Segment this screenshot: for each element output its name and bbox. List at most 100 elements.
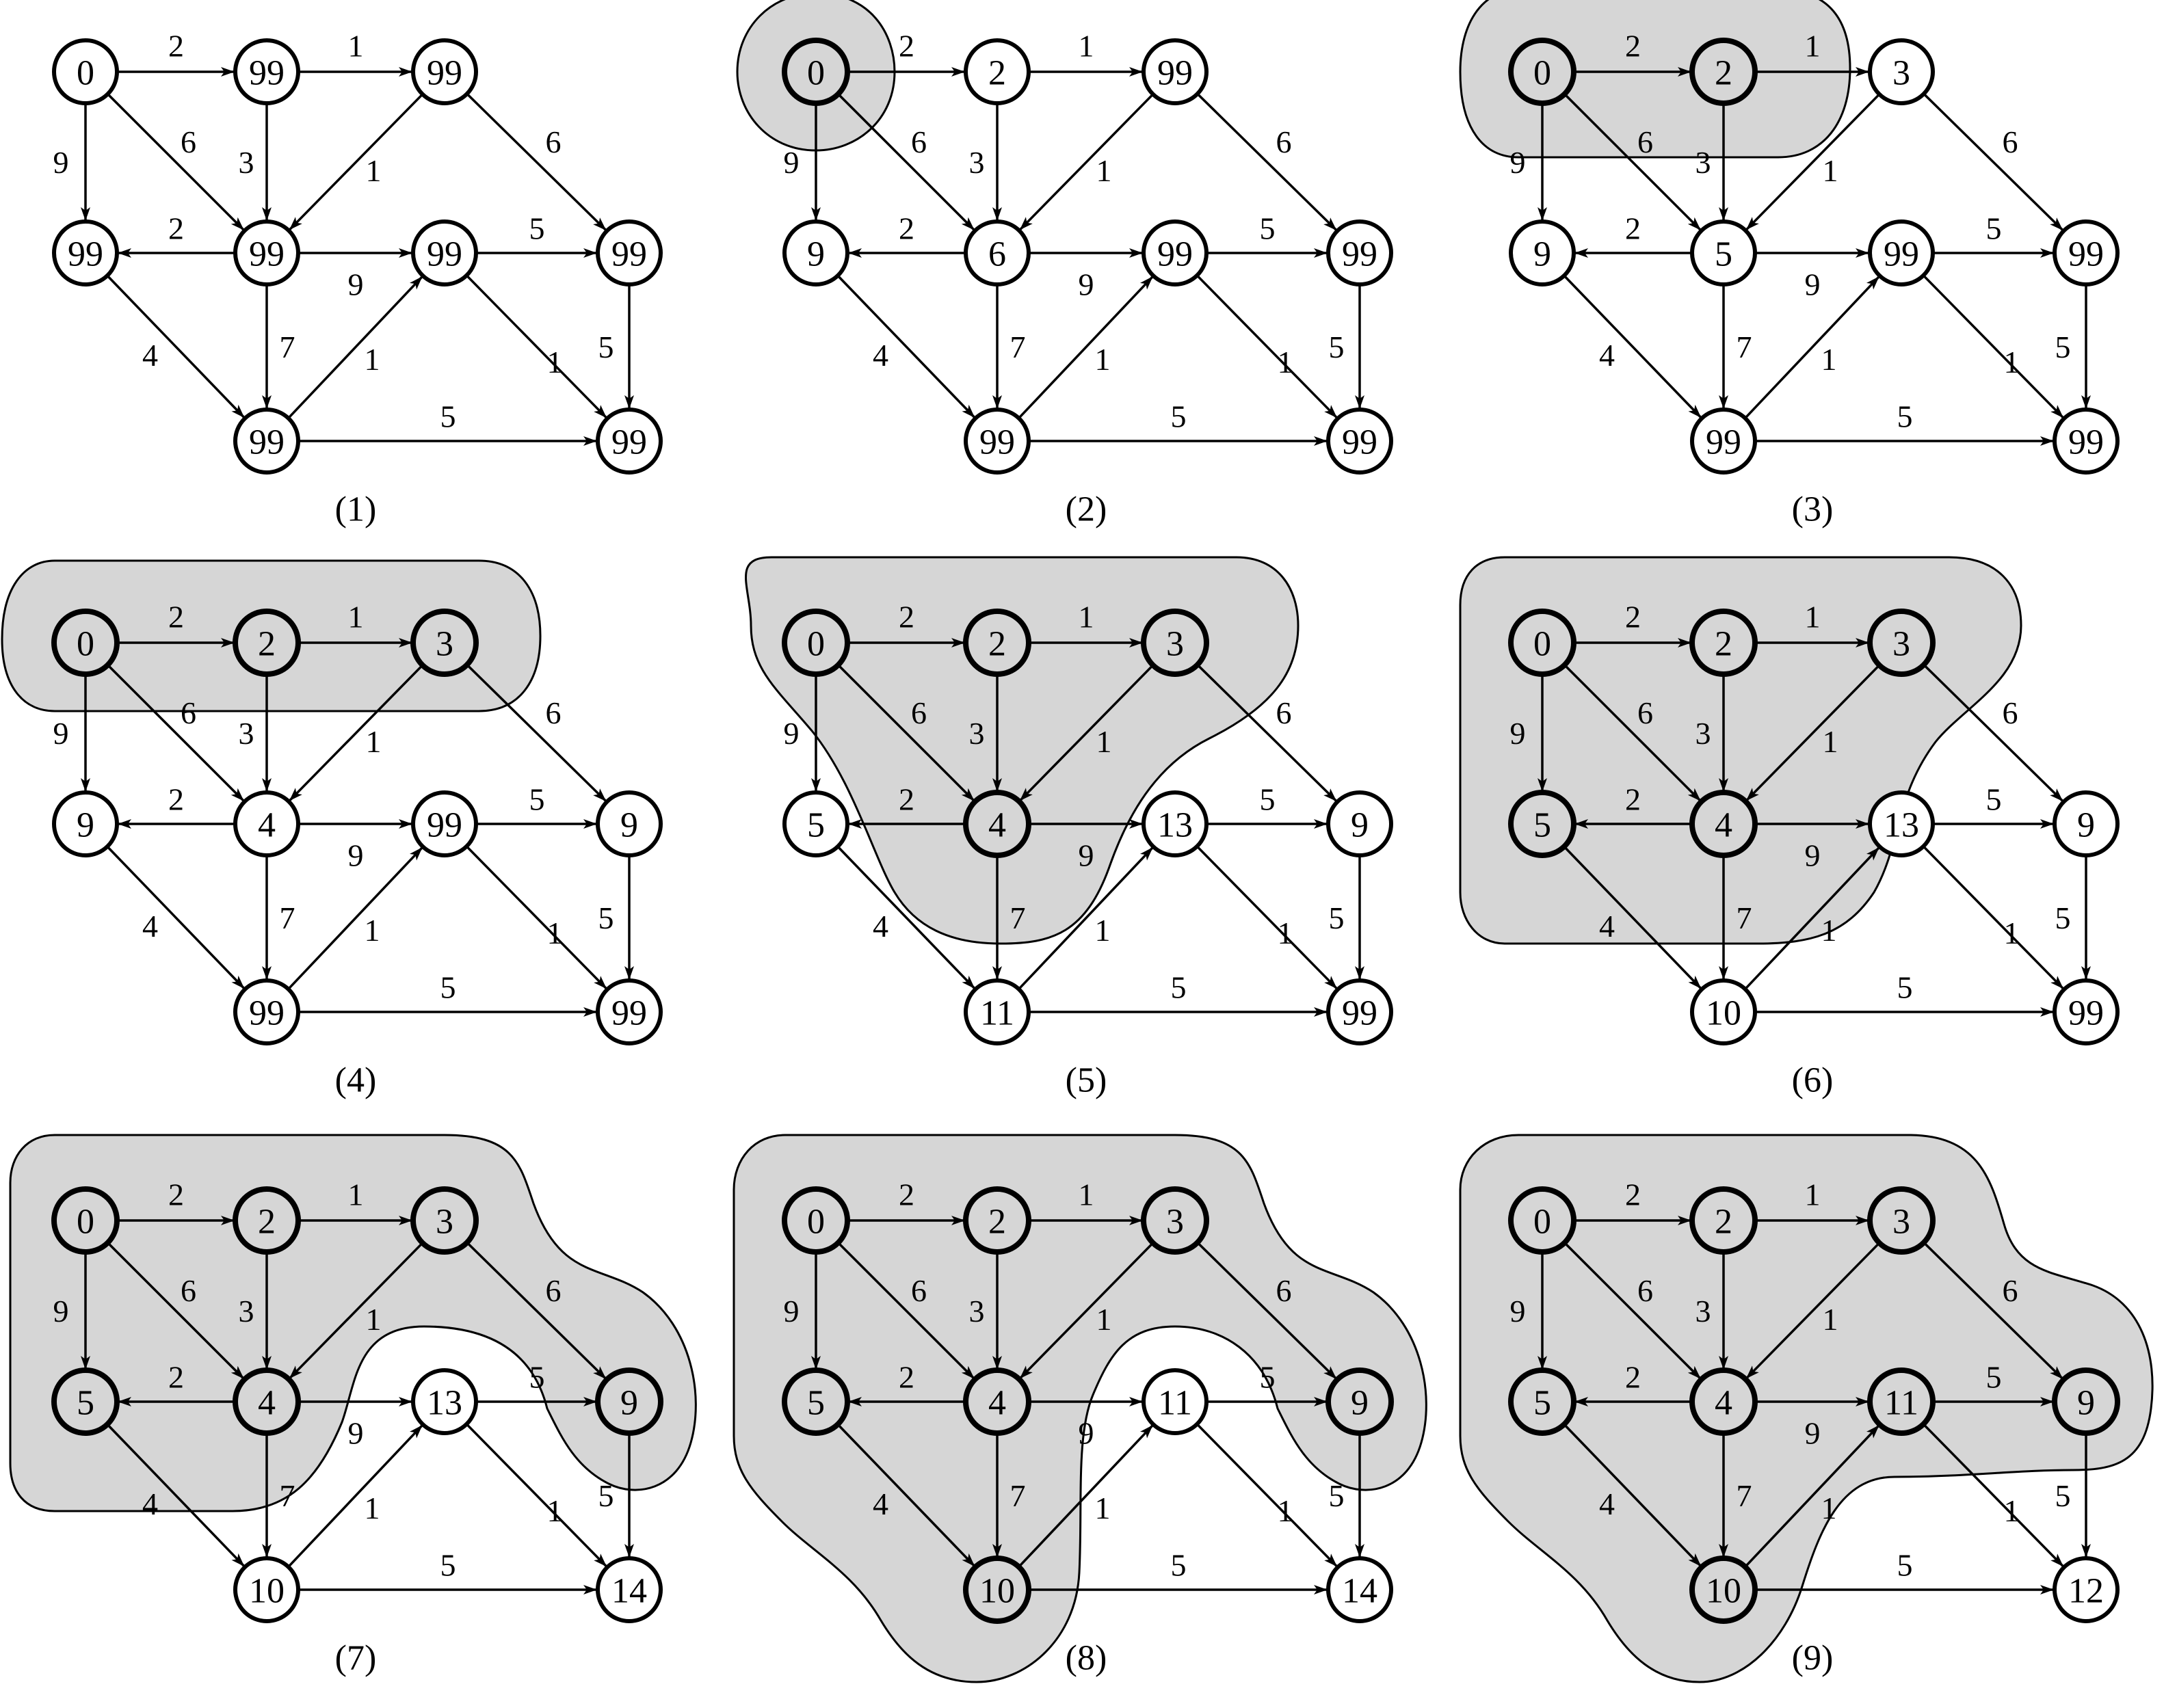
- edge-weight-label: 5: [1329, 900, 1345, 935]
- graph-node: [964, 38, 1031, 105]
- edge-weight-label: 4: [1599, 909, 1615, 944]
- edge-weight-label: 1: [1278, 1493, 1293, 1528]
- edge-weight-label: 2: [168, 1177, 184, 1212]
- graph-node: [1142, 38, 1209, 105]
- graph-node: [596, 790, 663, 857]
- node-distance-label: 5: [807, 1384, 825, 1423]
- edge-weight-label: 2: [1625, 29, 1641, 64]
- visited-node: [233, 609, 301, 677]
- panel-step-3: 2 1 9 6 3 1 6 2 9 5 7 4 1 1 5 5 0 2 3 9 5 99 99 99 99 (3): [1459, 0, 2120, 529]
- edge-weight-label: 1: [2004, 345, 2020, 379]
- graph-node: [2053, 978, 2120, 1045]
- edge-weight-label: 6: [181, 695, 196, 730]
- edge-0-4: [837, 93, 975, 231]
- node-distance-label: 99: [249, 423, 285, 462]
- edge-7-5: [1018, 276, 1154, 419]
- edge-weight-label: 4: [873, 1486, 888, 1521]
- node-distance-label: 10: [249, 1572, 285, 1611]
- edge-weight-label: 1: [1823, 724, 1838, 759]
- edge-weight-label: 3: [239, 716, 254, 751]
- edge-2-4: [289, 1242, 424, 1379]
- edge-5-8: [465, 274, 607, 418]
- edge-weight-label: 5: [1986, 1360, 2002, 1395]
- visited-node: [1689, 609, 1758, 677]
- panel-caption: (3): [1792, 490, 1834, 529]
- edge-weight-label: 1: [1278, 916, 1293, 950]
- edge-weight-label: 6: [181, 1273, 196, 1308]
- node-distance-label: 99: [1342, 235, 1377, 274]
- edge-3-7: [836, 1423, 975, 1567]
- edge-weight-label: 6: [2003, 1273, 2018, 1308]
- node-distance-label: 10: [1706, 1572, 1741, 1611]
- edge-weight-label: 1: [1095, 1491, 1111, 1525]
- panel-caption: (6): [1792, 1061, 1834, 1100]
- edge-5-8: [1922, 845, 2064, 989]
- edge-weight-label: 5: [2055, 1478, 2071, 1513]
- edge-weight-label: 2: [899, 1177, 914, 1212]
- edge-weight-label: 1: [1821, 342, 1837, 377]
- edge-weight-label: 6: [911, 695, 927, 730]
- node-distance-label: 99: [2068, 994, 2104, 1033]
- node-distance-label: 99: [1884, 235, 1919, 274]
- edge-weight-label: 4: [873, 909, 888, 944]
- visited-node: [233, 1186, 301, 1255]
- graph-node: [411, 219, 478, 286]
- node-distance-label: 0: [77, 1203, 94, 1242]
- edge-weight-label: 9: [53, 145, 69, 180]
- visited-node: [595, 1367, 663, 1436]
- graph-node: [1326, 219, 1393, 286]
- edge-weight-label: 9: [348, 267, 364, 302]
- edge-weight-label: 6: [1637, 695, 1653, 730]
- node-distance-label: 14: [1342, 1572, 1377, 1611]
- edge-weight-label: 6: [1637, 124, 1653, 159]
- panel-caption: (8): [1066, 1639, 1107, 1678]
- graph-node: [1326, 790, 1393, 857]
- edge-5-8: [1196, 274, 1338, 418]
- edge-weight-label: 3: [1695, 716, 1711, 751]
- node-distance-label: 0: [807, 625, 825, 664]
- edge-weight-label: 6: [1276, 695, 1292, 730]
- edge-2-6: [1196, 663, 1337, 802]
- node-distance-label: 99: [249, 994, 285, 1033]
- edge-7-5: [1744, 276, 1880, 419]
- node-distance-label: 9: [2077, 1384, 2095, 1423]
- edge-weight-label: 3: [239, 1294, 254, 1329]
- visited-node: [1867, 1367, 1936, 1436]
- edge-weight-label: 6: [546, 124, 562, 159]
- edge-weight-label: 1: [1278, 345, 1293, 379]
- node-distance-label: 2: [988, 1203, 1006, 1242]
- visited-region: [733, 1134, 1427, 1683]
- graph-node: [1868, 38, 1935, 105]
- graph-node: [233, 38, 300, 105]
- edge-weight-label: 2: [899, 211, 914, 246]
- edge-weight-label: 5: [1260, 1360, 1276, 1395]
- visited-region: [1459, 1134, 2154, 1683]
- edge-weight-label: 1: [1823, 1302, 1838, 1337]
- edge-weight-label: 3: [1695, 1294, 1711, 1329]
- edge-2-6: [1923, 663, 2063, 802]
- visited-node: [1141, 1186, 1209, 1255]
- edge-weight-label: 5: [529, 211, 545, 246]
- edge-weight-label: 3: [239, 145, 254, 180]
- edge-2-4: [1019, 664, 1154, 801]
- graph-node: [964, 408, 1031, 475]
- panel-caption: (4): [335, 1061, 377, 1100]
- edge-weight-label: 1: [2004, 916, 2020, 950]
- edge-weight-label: 1: [1821, 1491, 1837, 1525]
- edge-weight-label: 5: [1897, 399, 1913, 434]
- visited-node: [963, 1186, 1031, 1255]
- visited-node: [1141, 609, 1209, 677]
- edge-weight-label: 1: [365, 913, 380, 948]
- edge-weight-label: 1: [547, 345, 563, 379]
- graph-node: [1326, 408, 1393, 475]
- edge-weight-label: 1: [365, 342, 380, 377]
- node-distance-label: 99: [611, 994, 647, 1033]
- edge-0-4: [837, 664, 975, 802]
- edge-5-8: [465, 845, 607, 989]
- edge-weight-label: 1: [1095, 913, 1111, 948]
- node-distance-label: 99: [1157, 235, 1193, 274]
- edge-weight-label: 1: [1805, 1177, 1821, 1212]
